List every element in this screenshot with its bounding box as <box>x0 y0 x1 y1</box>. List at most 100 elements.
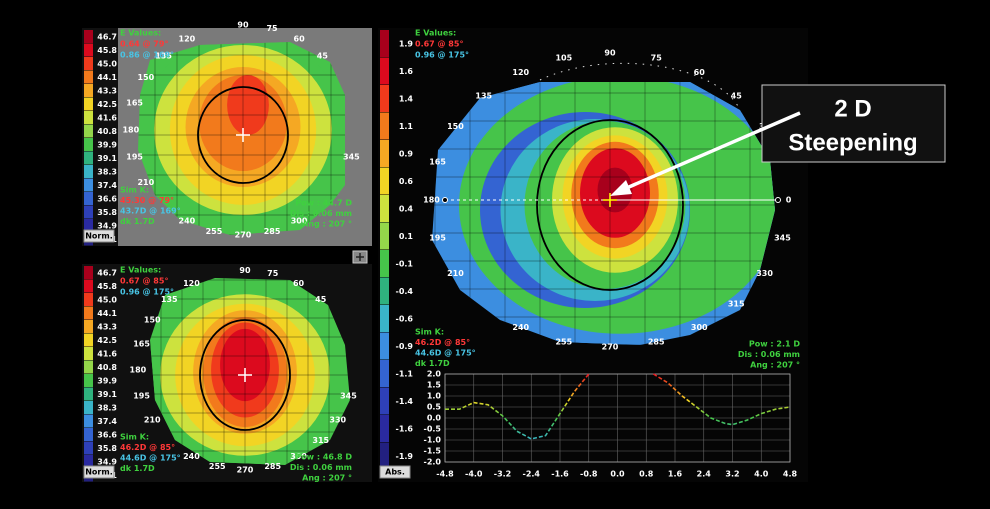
x-tick-label: -2.4 <box>523 470 541 479</box>
scale-swatch <box>84 374 93 387</box>
scale-label: 44.1 <box>97 309 117 318</box>
scale-swatch <box>380 57 389 85</box>
scale-label: 46.7 <box>97 268 117 277</box>
angle-label: 180 <box>122 126 139 135</box>
scale-label: 39.9 <box>97 376 117 385</box>
scale-label: 1.1 <box>399 122 414 131</box>
scale-label: 0.6 <box>399 177 414 186</box>
y-tick-label: 1.5 <box>427 381 442 390</box>
x-tick-label: -4.8 <box>436 470 454 479</box>
scale-swatch <box>380 195 389 222</box>
angle-label: 45 <box>315 295 327 304</box>
angle-label: 315 <box>728 299 745 308</box>
angle-label: 240 <box>179 216 196 225</box>
mode-label: Norm. <box>85 232 113 241</box>
scale-label: 34.9 <box>97 221 117 230</box>
scale-label: 0.4 <box>399 204 414 213</box>
angle-label: 255 <box>555 337 572 346</box>
angle-label: 330 <box>329 415 346 424</box>
scale-swatch <box>84 57 93 70</box>
scale-swatch <box>84 219 93 232</box>
x-tick-label: 3.2 <box>725 470 739 479</box>
scale-swatch <box>84 387 93 401</box>
angle-label: 240 <box>183 452 200 461</box>
scale-label: 1.9 <box>399 39 414 48</box>
angle-label: 60 <box>694 68 706 77</box>
scale-label: -0.4 <box>396 287 414 296</box>
angle-label: 300 <box>290 452 307 461</box>
pupil-ring <box>199 319 291 431</box>
scale-swatch <box>380 30 389 57</box>
scale-swatch <box>84 333 93 347</box>
angle-label: 345 <box>340 391 357 400</box>
angle-label: 60 <box>294 35 306 44</box>
angle-label: 330 <box>756 269 773 278</box>
scale-swatch <box>84 347 93 360</box>
angle-label: 345 <box>343 153 360 162</box>
mode-label: Abs. <box>385 468 405 477</box>
y-tick-label: 2.0 <box>427 370 442 379</box>
e-value: 0.64 @ 79° <box>120 40 168 49</box>
x-tick-label: 2.4 <box>697 470 712 479</box>
scale-swatch <box>380 415 389 442</box>
angle-label: 255 <box>206 227 223 236</box>
mode-button[interactable] <box>379 465 411 479</box>
angle-label: 195 <box>133 391 150 400</box>
scale-swatch <box>84 266 93 279</box>
angle-label: 285 <box>264 227 281 236</box>
y-tick-label: 0.5 <box>427 403 442 412</box>
scale-swatch <box>84 414 93 428</box>
sim-k-value: 44.6D @ 175° <box>415 349 476 358</box>
scale-label: -1.6 <box>396 424 414 433</box>
profile-chart: 2.0 1.5 1.0 0.5 0.0 -0.5 -1.0 -1.5 -2.0 -4.8 -4.0 -… <box>424 370 798 479</box>
scale-label: 45.0 <box>97 59 117 68</box>
mode-button[interactable] <box>83 229 115 243</box>
angle-label: 120 <box>183 279 200 288</box>
e-values-label: E Values: <box>415 29 456 38</box>
angle-label: 75 <box>266 24 278 33</box>
scale-swatch <box>84 306 93 320</box>
e-value: 0.67 @ 85° <box>120 277 168 286</box>
scale-swatch <box>380 250 389 277</box>
angle-label: 210 <box>447 269 464 278</box>
angle-label: 75 <box>651 54 663 63</box>
angle-label: 195 <box>126 153 143 162</box>
x-tick-label: 4.8 <box>783 470 798 479</box>
scale-label: 45.8 <box>97 46 117 55</box>
e-value: 0.86 @ 169° <box>120 51 174 60</box>
scale-label: -0.6 <box>396 314 414 323</box>
plot-frame <box>444 373 791 463</box>
angle-label: 300 <box>291 216 308 225</box>
angle-label: 255 <box>209 462 226 471</box>
scale-swatch <box>380 222 389 250</box>
scale-label: 42.5 <box>97 336 117 345</box>
angle-label: 150 <box>137 73 154 82</box>
mode-button[interactable] <box>83 465 115 479</box>
scale-swatch <box>84 178 93 192</box>
y-tick-label: 0.0 <box>427 414 442 423</box>
dk-value: dk 1.7D <box>120 464 155 473</box>
annotation-arrow <box>621 111 801 192</box>
sim-k-value: 46.2D @ 85° <box>120 443 175 452</box>
angle-label: 105 <box>555 54 572 63</box>
scale-label: 41.6 <box>97 349 117 358</box>
center-cross <box>603 193 617 207</box>
angle-label: 315 <box>312 436 329 445</box>
x-tick-label: -4.0 <box>465 470 483 479</box>
scale-label: 41.6 <box>97 113 117 122</box>
pupil-ring <box>197 86 289 184</box>
x-tick-label: 4.0 <box>754 470 769 479</box>
e-values-label: E Values: <box>120 266 161 275</box>
info-value: Ang : 207 ° <box>302 474 352 483</box>
arrow-head <box>610 180 632 196</box>
info-value: Pow : 46.8 D <box>295 453 352 462</box>
info-value: Ang : 207 ° <box>302 220 352 229</box>
y-tick-label: -2.0 <box>424 458 442 467</box>
scale-label: 43.3 <box>97 86 117 95</box>
angle-label: 270 <box>602 343 619 352</box>
tick-arc <box>539 62 741 111</box>
scale-swatch <box>84 97 93 111</box>
y-tick-label: -0.5 <box>424 425 442 434</box>
scale-swatch <box>84 360 93 374</box>
